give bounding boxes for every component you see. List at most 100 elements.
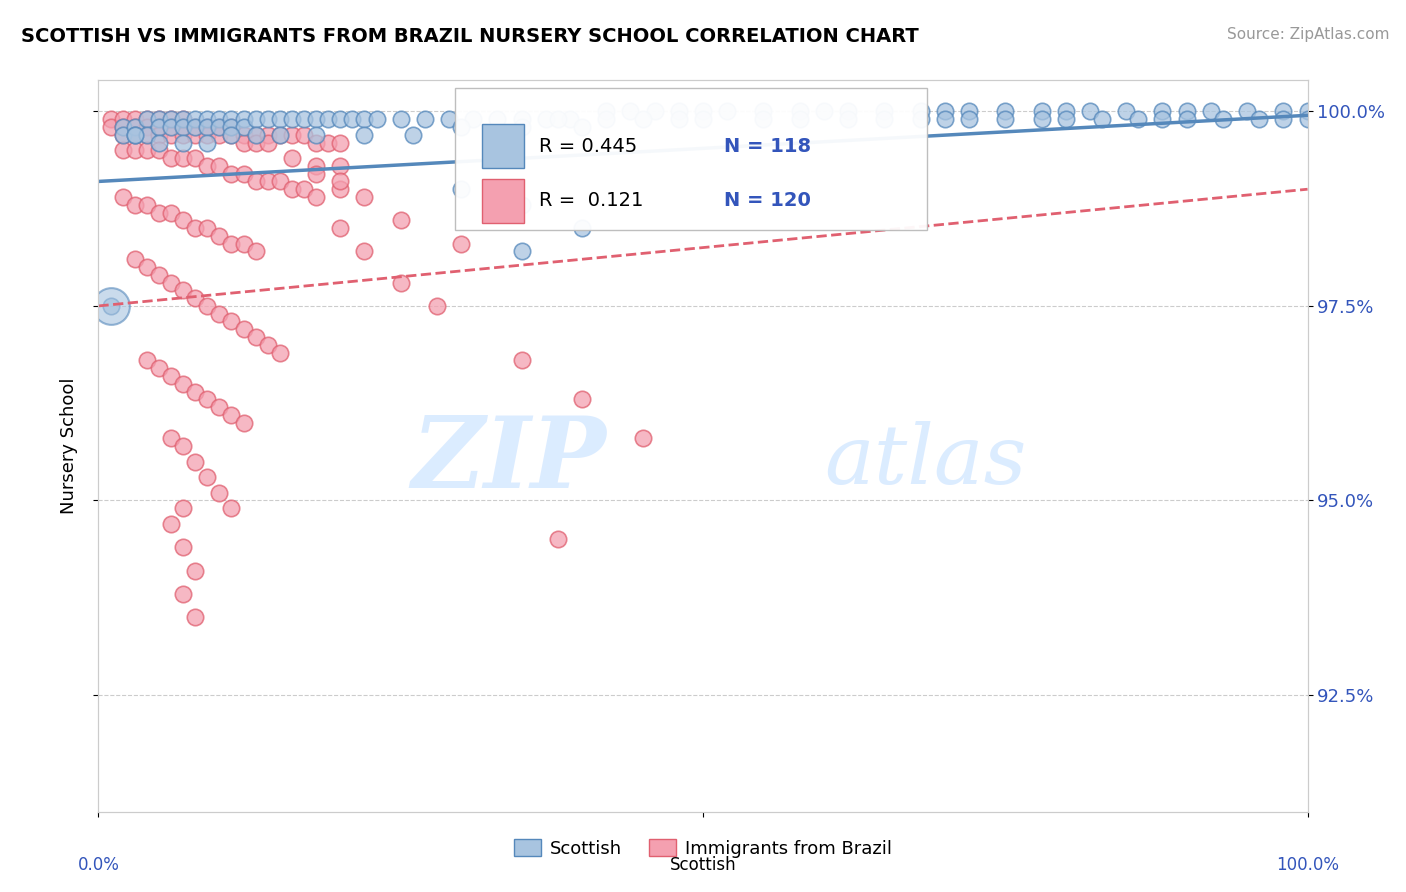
Point bbox=[305, 159, 328, 173]
Point bbox=[547, 533, 569, 547]
Point bbox=[195, 112, 218, 127]
Point bbox=[994, 104, 1017, 119]
Point bbox=[111, 190, 134, 204]
Text: N = 118: N = 118 bbox=[724, 136, 811, 155]
Point bbox=[329, 221, 352, 235]
Point bbox=[450, 120, 472, 134]
Point bbox=[184, 128, 207, 142]
Point bbox=[413, 112, 436, 127]
Point bbox=[281, 182, 304, 196]
Point bbox=[1175, 112, 1198, 127]
Point bbox=[1054, 112, 1077, 127]
Point bbox=[208, 159, 231, 173]
Point bbox=[595, 112, 617, 127]
Point bbox=[160, 205, 183, 219]
Point bbox=[160, 276, 183, 290]
Point bbox=[281, 112, 304, 127]
Point bbox=[208, 120, 231, 134]
Point bbox=[1078, 104, 1101, 119]
Point bbox=[221, 112, 243, 127]
Point bbox=[124, 112, 146, 127]
Point bbox=[281, 151, 304, 165]
Point bbox=[111, 112, 134, 127]
Point bbox=[245, 128, 267, 142]
Point bbox=[172, 376, 194, 391]
Point bbox=[195, 221, 218, 235]
Point bbox=[366, 112, 388, 127]
Point bbox=[571, 392, 593, 407]
Point bbox=[100, 299, 122, 313]
Point bbox=[631, 431, 654, 445]
Point bbox=[221, 167, 243, 181]
Point bbox=[292, 182, 315, 196]
Point bbox=[631, 112, 654, 127]
Point bbox=[934, 104, 956, 119]
Point bbox=[389, 112, 412, 127]
Point bbox=[160, 516, 183, 531]
Point bbox=[184, 384, 207, 399]
Text: atlas: atlas bbox=[824, 421, 1026, 500]
Point bbox=[172, 587, 194, 601]
Point bbox=[221, 314, 243, 328]
Point bbox=[195, 120, 218, 134]
Bar bbox=[482, 124, 524, 168]
Point bbox=[172, 151, 194, 165]
Point bbox=[208, 307, 231, 321]
Point bbox=[100, 112, 122, 127]
Point bbox=[837, 104, 859, 119]
Point bbox=[1128, 112, 1150, 127]
Point bbox=[437, 112, 460, 127]
Point bbox=[813, 104, 835, 119]
Point bbox=[873, 112, 896, 127]
Point bbox=[1272, 112, 1295, 127]
Point bbox=[389, 276, 412, 290]
Point bbox=[353, 112, 375, 127]
Text: N = 120: N = 120 bbox=[724, 192, 810, 211]
Point bbox=[195, 128, 218, 142]
Point bbox=[329, 182, 352, 196]
Point bbox=[426, 299, 449, 313]
Point bbox=[111, 120, 134, 134]
Point bbox=[172, 136, 194, 150]
Point bbox=[910, 112, 932, 127]
Point bbox=[595, 104, 617, 119]
Point bbox=[644, 104, 666, 119]
Point bbox=[486, 112, 509, 127]
Point bbox=[148, 268, 170, 282]
Point bbox=[994, 112, 1017, 127]
Point bbox=[184, 454, 207, 468]
Point bbox=[329, 174, 352, 188]
Point bbox=[873, 104, 896, 119]
Point bbox=[184, 564, 207, 578]
Point bbox=[148, 136, 170, 150]
Point bbox=[837, 112, 859, 127]
Point bbox=[184, 151, 207, 165]
Point bbox=[245, 174, 267, 188]
Point bbox=[124, 128, 146, 142]
Point bbox=[245, 244, 267, 259]
Point bbox=[184, 610, 207, 624]
Point bbox=[269, 174, 291, 188]
Point bbox=[148, 144, 170, 158]
Text: 100.0%: 100.0% bbox=[1277, 855, 1339, 873]
Point bbox=[292, 128, 315, 142]
Point bbox=[245, 330, 267, 344]
Point bbox=[195, 159, 218, 173]
Point bbox=[172, 439, 194, 453]
Point bbox=[124, 128, 146, 142]
Point bbox=[571, 221, 593, 235]
Point bbox=[1272, 104, 1295, 119]
Point bbox=[221, 128, 243, 142]
Point bbox=[1296, 104, 1319, 119]
Point bbox=[269, 345, 291, 359]
Point bbox=[232, 112, 254, 127]
Point bbox=[208, 485, 231, 500]
Point bbox=[1152, 112, 1174, 127]
Bar bbox=[482, 179, 524, 223]
Point bbox=[329, 136, 352, 150]
Point bbox=[668, 104, 690, 119]
Point bbox=[221, 408, 243, 422]
Point bbox=[111, 128, 134, 142]
Point bbox=[184, 120, 207, 134]
Point bbox=[135, 112, 157, 127]
